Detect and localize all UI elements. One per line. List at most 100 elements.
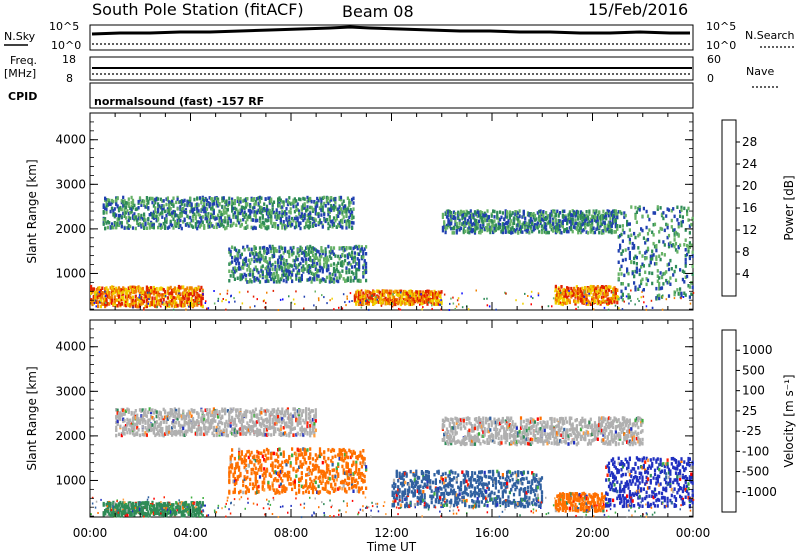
scatter-cell (610, 296, 613, 301)
scatter-cell (660, 212, 664, 217)
scatter-cell (391, 299, 394, 303)
scatter-cell (553, 225, 556, 230)
scatter-cell (129, 285, 132, 290)
scatter-cell (244, 256, 248, 261)
scatter-cell (295, 257, 298, 262)
scatter-cell (352, 215, 355, 220)
scatter-cell (688, 256, 691, 261)
scatter-cell (353, 259, 356, 263)
scatter-cell (176, 294, 179, 299)
scatter-cell (346, 196, 349, 200)
scatter-cell (172, 217, 175, 221)
scatter-cell (603, 213, 606, 217)
scatter-cell (667, 208, 671, 212)
scatter-cell (607, 224, 611, 229)
scatter-cell (236, 219, 239, 223)
scatter-cell (127, 204, 130, 208)
scatter-cell (171, 297, 174, 301)
scatter-cell (115, 198, 118, 203)
scatter-cell (314, 209, 317, 213)
scatter-cell (268, 274, 271, 279)
scatter-cell (532, 228, 535, 232)
scatter-cell (373, 290, 376, 294)
scatter-cell (110, 206, 114, 211)
scatter-cell (271, 202, 274, 206)
scatter-cell (154, 296, 157, 301)
scatter-cell (518, 209, 521, 213)
scatter-cell (352, 246, 355, 251)
scatter-cell (649, 254, 652, 259)
scatter-cell (148, 226, 151, 230)
scatter-cell (630, 233, 633, 237)
noise-cell (132, 306, 134, 309)
cpid-text: normalsound (fast) -157 RF (94, 95, 264, 108)
scatter-cell (492, 223, 495, 228)
scatter-cell (105, 299, 108, 304)
scatter-cell (278, 245, 281, 250)
scatter-cell (302, 250, 305, 255)
scatter-cell (581, 286, 584, 291)
scatter-cell (402, 292, 405, 296)
scatter-cell (592, 296, 595, 301)
scatter-cell (571, 229, 574, 234)
scatter-cell (592, 285, 595, 289)
scatter-cell (554, 301, 557, 305)
scatter-cell (303, 203, 306, 208)
scatter-cell (158, 512, 161, 517)
noise-cell (643, 301, 645, 304)
scatter-cell (673, 234, 676, 238)
scatter-cell (405, 298, 408, 302)
scatter-cell (144, 294, 147, 299)
scatter-cell (134, 503, 137, 507)
scatter-cell (345, 222, 348, 227)
scatter-cell (545, 211, 548, 215)
scatter-cell (154, 209, 157, 213)
scatter-cell (211, 199, 214, 203)
scatter-cell (311, 262, 315, 266)
scatter-cell (669, 282, 672, 286)
scatter-cell (504, 212, 507, 216)
scatter-cell (455, 229, 458, 233)
scatter-cell (659, 206, 662, 210)
scatter-cell (141, 290, 144, 295)
scatter-cell (458, 221, 461, 225)
scatter-cell (651, 281, 654, 286)
scatter-cell (586, 302, 590, 306)
scatter-cell (298, 253, 301, 258)
scatter-cell (239, 200, 242, 204)
scatter-cell (687, 218, 690, 222)
scatter-cell (545, 222, 548, 227)
scatter-cell (574, 221, 577, 226)
scatter-cell (680, 220, 683, 225)
scatter-cell (554, 297, 557, 301)
scatter-cell (144, 505, 147, 509)
scatter-cell (317, 268, 320, 273)
scatter-cell (543, 222, 546, 227)
scatter-cell (579, 214, 583, 218)
scatter-cell (212, 200, 215, 204)
scatter-cell (222, 196, 225, 200)
scatter-cell (627, 234, 630, 239)
scatter-cell (196, 293, 199, 297)
scatter-cell (268, 196, 271, 200)
scatter-cell (300, 216, 303, 220)
scatter-cell (656, 294, 659, 298)
scatter-cell (263, 223, 266, 228)
scatter-cell (172, 300, 175, 304)
scatter-cell (589, 284, 592, 289)
scatter-cell (95, 287, 98, 292)
scatter-cell (307, 226, 310, 230)
scatter-cell (303, 197, 306, 201)
scatter-cell (200, 200, 203, 204)
scatter-cell (165, 506, 168, 511)
scatter-cell (302, 259, 305, 263)
scatter-cell (432, 292, 435, 296)
scatter-cell (688, 285, 691, 289)
noise-cell (367, 299, 370, 302)
scatter-cell (143, 512, 146, 516)
noise-cell (483, 297, 485, 300)
noise-cell (272, 289, 275, 292)
scatter-cell (264, 208, 267, 213)
scatter-cell (596, 298, 599, 303)
scatter-cell (552, 229, 555, 233)
